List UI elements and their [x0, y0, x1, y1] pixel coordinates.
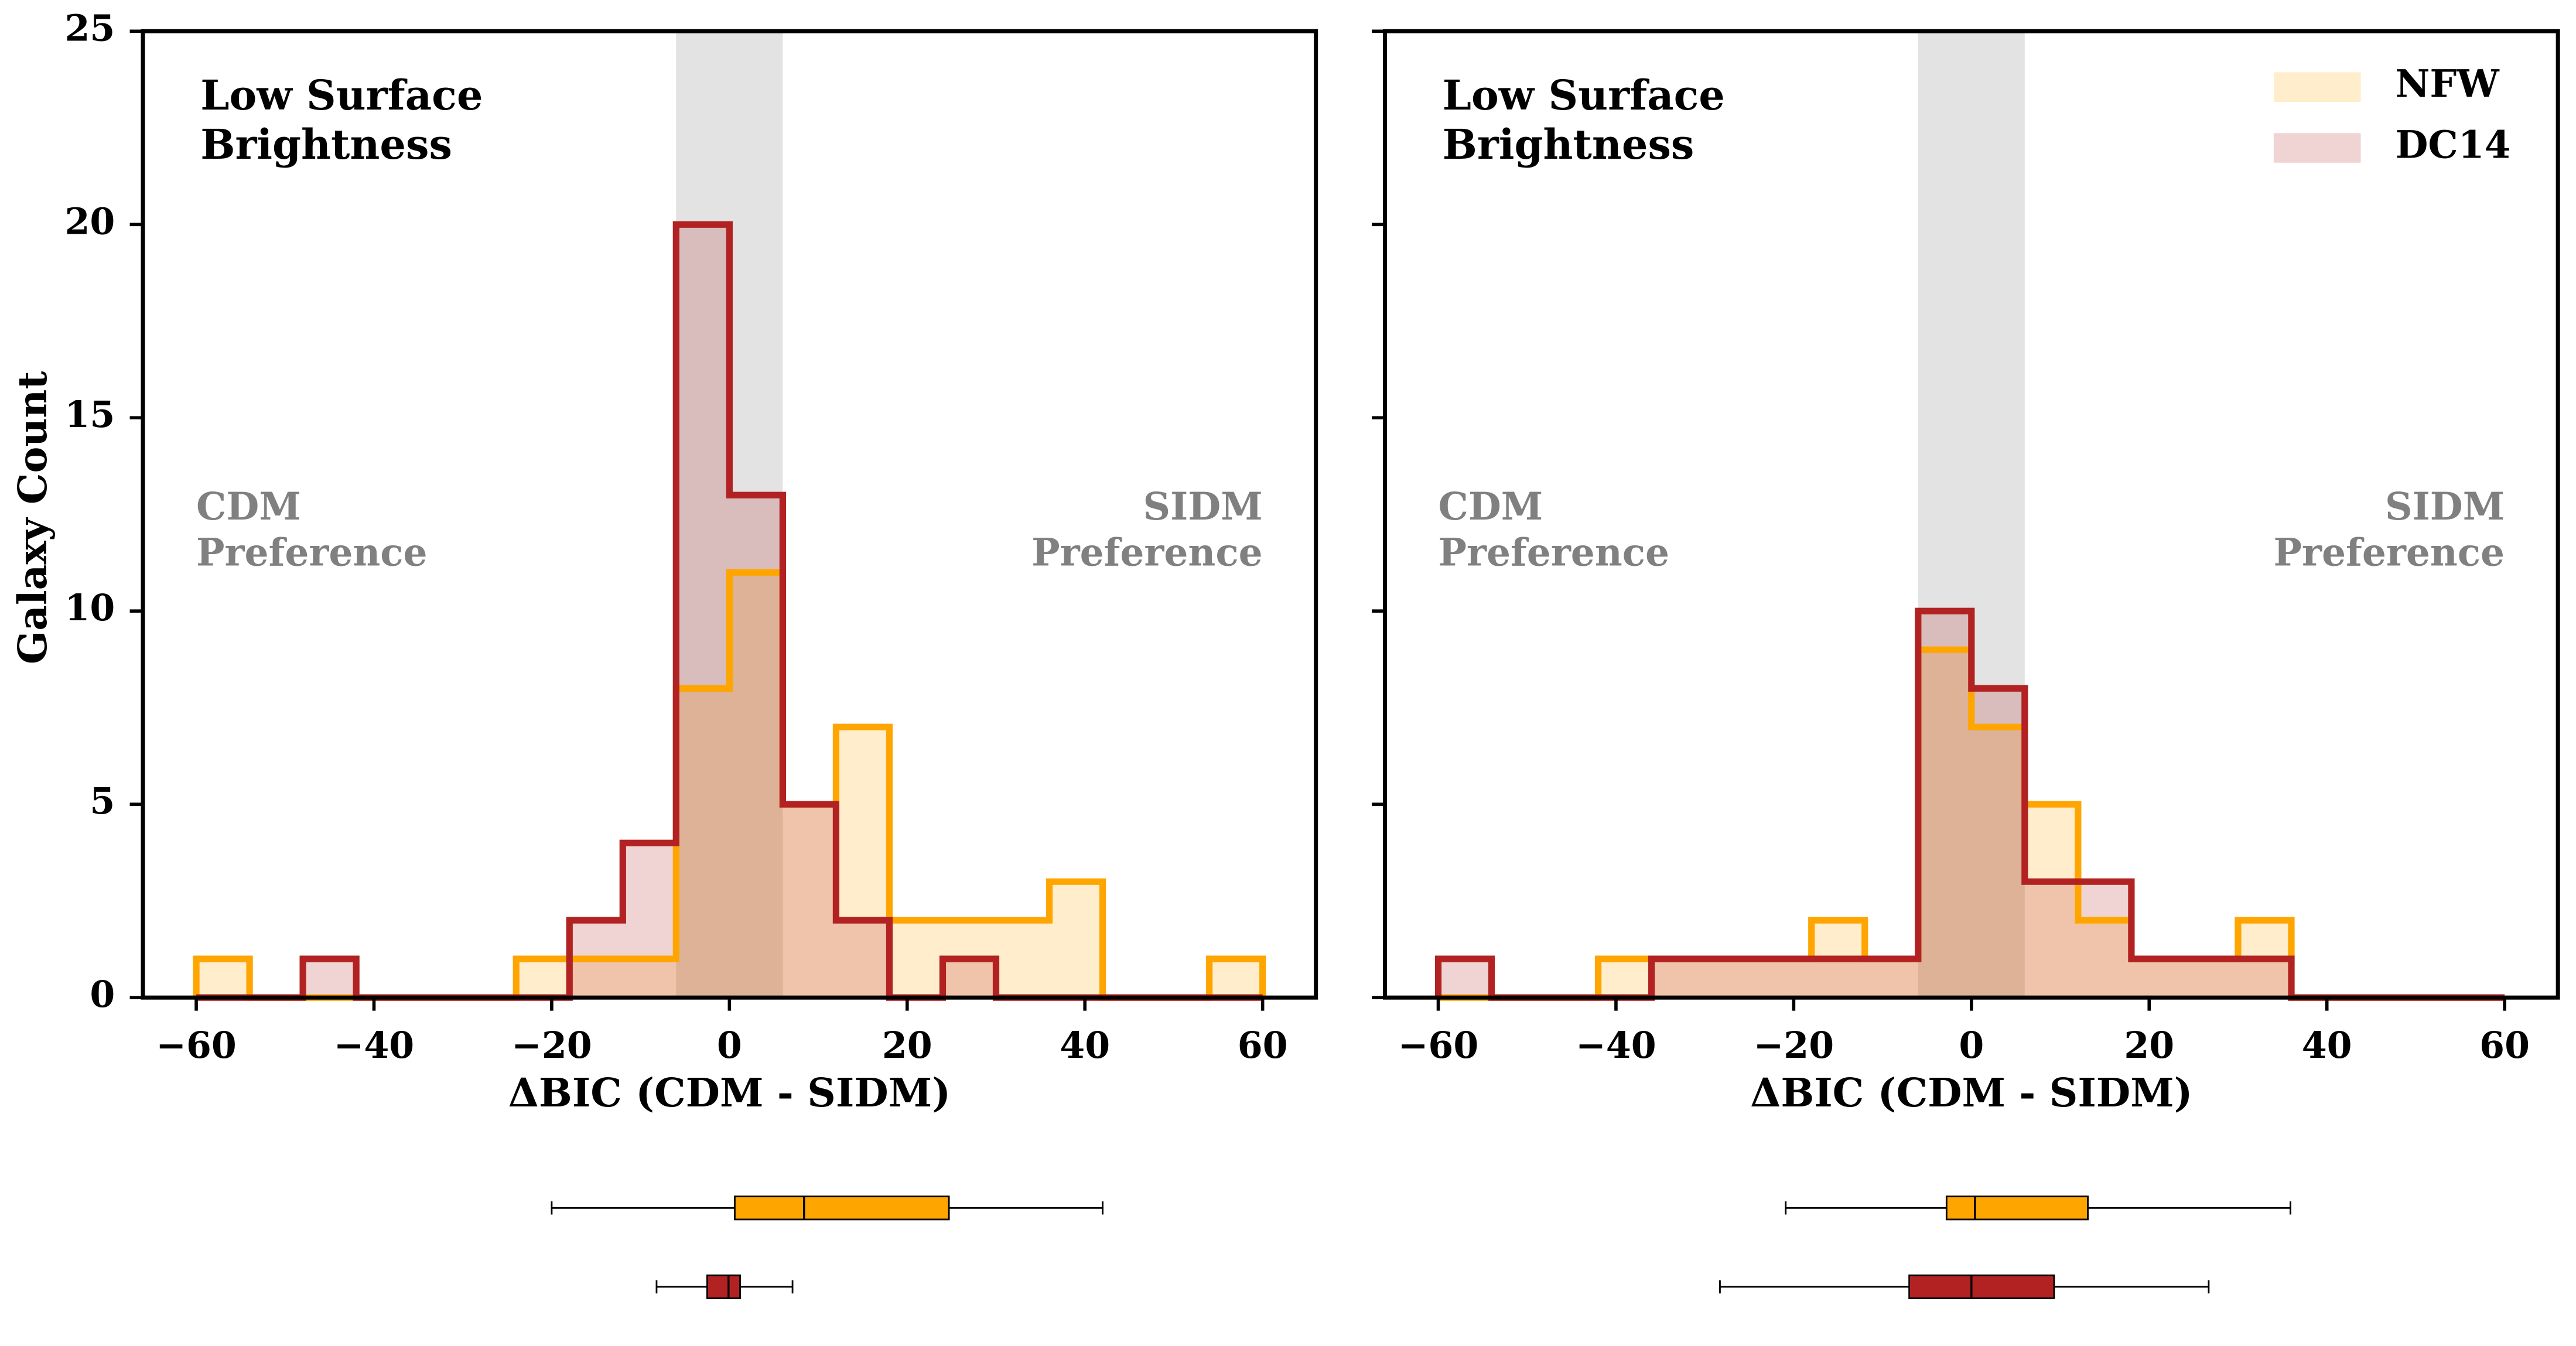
cdm-note: Preference	[196, 530, 428, 575]
panel-title: Low Surface	[200, 71, 483, 119]
histogram-bar	[623, 843, 677, 998]
histogram-bar	[676, 688, 730, 998]
histogram-bar	[1758, 959, 1812, 998]
histogram-bar	[942, 959, 996, 998]
histogram-bar	[623, 959, 677, 998]
x-tick-label: −40	[334, 1024, 415, 1067]
panel-title: Low Surface	[1443, 71, 1725, 119]
indifference-band	[1918, 31, 2025, 998]
histogram-bar	[1651, 959, 1705, 998]
y-tick-label: 25	[64, 6, 115, 49]
x-tick-label: 40	[2302, 1024, 2352, 1067]
y-tick-label: 20	[64, 200, 115, 242]
histogram-bar	[2184, 959, 2238, 998]
x-tick-label: −20	[511, 1024, 592, 1067]
histogram-bar	[729, 572, 783, 998]
sidm-note: Preference	[2274, 530, 2505, 575]
x-tick-label: −60	[156, 1024, 237, 1067]
histogram-bar	[996, 920, 1050, 998]
sidm-note: SIDM	[1143, 484, 1263, 529]
histogram-bar	[2078, 882, 2131, 998]
histogram-bar	[2078, 920, 2131, 998]
cdm-note: Preference	[1439, 530, 1670, 575]
panel-title: Brightness	[1443, 120, 1694, 169]
x-axis-label: ΔBIC (CDM - SIDM)	[1750, 1070, 2192, 1116]
x-tick-label: 0	[1959, 1024, 1984, 1067]
histogram-bar	[2237, 959, 2291, 998]
histogram-bar	[2131, 959, 2185, 998]
x-tick-label: 20	[2124, 1024, 2174, 1067]
x-tick-label: 60	[1238, 1024, 1288, 1067]
panel-title: Brightness	[200, 120, 452, 169]
histogram-bar	[783, 804, 836, 998]
box	[734, 1195, 950, 1221]
legend-swatch	[2273, 133, 2361, 163]
y-tick-label: 10	[64, 586, 115, 629]
histogram-bar	[1651, 959, 1705, 998]
cdm-note: CDM	[196, 484, 301, 529]
histogram-bar	[1864, 959, 1918, 998]
x-tick-label: 40	[1060, 1024, 1110, 1067]
histogram-bar	[783, 804, 836, 998]
x-tick-label: −20	[1754, 1024, 1834, 1067]
histogram-bar	[196, 959, 250, 998]
histogram-bar	[569, 959, 623, 998]
sidm-note: Preference	[1031, 530, 1263, 575]
histogram-bar	[1209, 959, 1263, 998]
x-tick-label: 0	[717, 1024, 742, 1067]
histogram-bar	[1758, 959, 1812, 998]
box	[1945, 1195, 2089, 1221]
histogram-bar	[2024, 882, 2078, 998]
indifference-band	[676, 31, 783, 998]
sidm-note: SIDM	[2385, 484, 2505, 529]
histogram-bar	[2184, 959, 2238, 998]
histogram-bar	[1864, 959, 1918, 998]
histogram-bar	[836, 920, 890, 998]
histogram-bar	[1971, 727, 2025, 998]
x-axis-label: ΔBIC (CDM - SIDM)	[508, 1070, 951, 1116]
histogram-bar	[2131, 959, 2185, 998]
x-tick-label: −40	[1576, 1024, 1656, 1067]
histogram-bar	[1971, 688, 2025, 998]
x-tick-label: 60	[2479, 1024, 2530, 1067]
box	[1908, 1274, 2055, 1300]
x-tick-label: 20	[882, 1024, 932, 1067]
histogram-bar	[1704, 959, 1758, 998]
histogram-bar	[303, 959, 357, 998]
histogram-bar	[2024, 804, 2078, 998]
legend-label: NFW	[2395, 62, 2500, 107]
y-tick-label: 15	[64, 393, 115, 436]
histogram-bar	[1704, 959, 1758, 998]
histogram-bar	[729, 495, 783, 998]
y-tick-label: 0	[90, 973, 115, 1016]
histogram-bar	[1598, 959, 1652, 998]
histogram-bar	[1049, 882, 1103, 998]
histogram-bar	[836, 727, 890, 998]
histogram-bar	[1438, 959, 1492, 998]
legend-swatch	[2273, 72, 2361, 102]
histogram-bar	[1811, 959, 1865, 998]
histogram-bar	[676, 224, 730, 998]
y-axis-label: Galaxy Count	[9, 371, 56, 665]
histogram-bar	[889, 920, 943, 998]
x-tick-label: −60	[1398, 1024, 1479, 1067]
y-tick-label: 5	[90, 780, 115, 822]
box	[706, 1274, 741, 1300]
histogram-bar	[516, 959, 570, 998]
histogram-bar	[1918, 650, 1972, 998]
legend-label: DC14	[2395, 123, 2510, 168]
cdm-note: CDM	[1439, 484, 1543, 529]
histogram-bar	[1918, 611, 1972, 998]
